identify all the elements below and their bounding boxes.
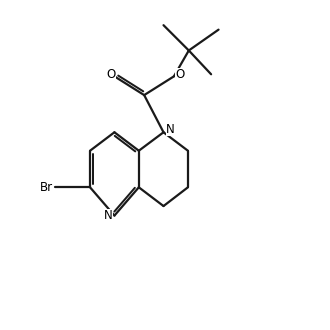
Text: O: O [175,68,184,82]
Text: Br: Br [40,181,52,194]
Text: O: O [107,68,116,82]
Text: N: N [166,123,175,136]
Text: N: N [104,209,113,222]
